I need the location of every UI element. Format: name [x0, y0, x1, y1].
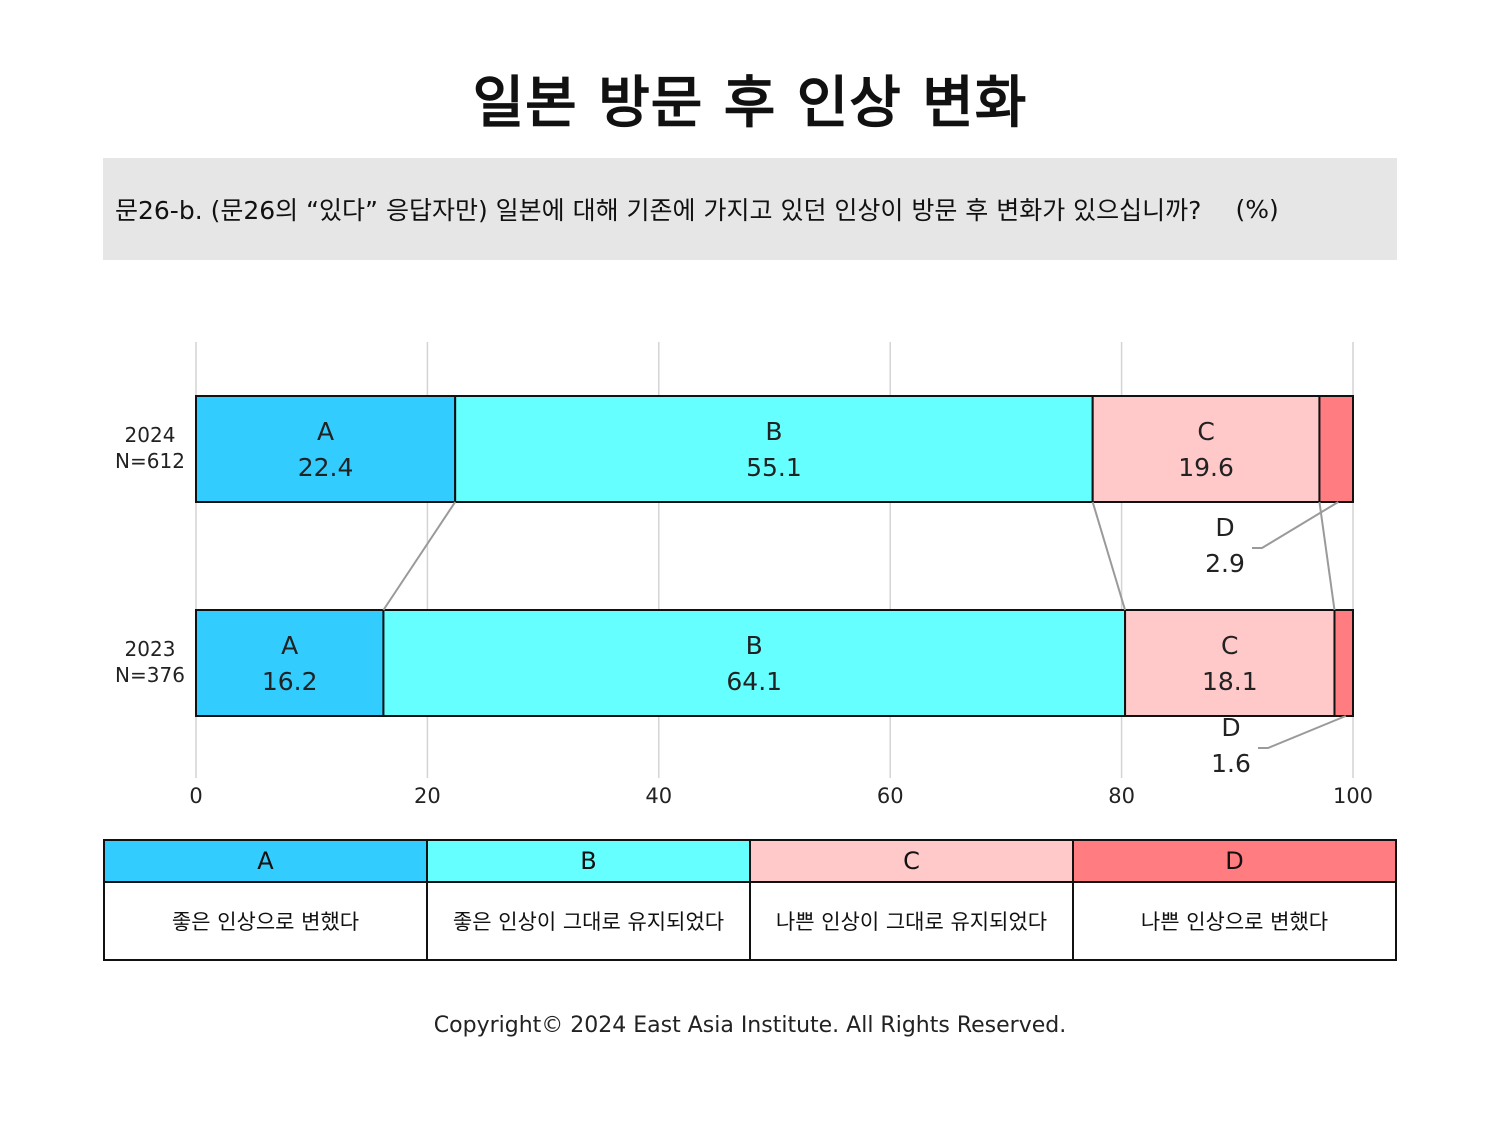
- legend-table: A B C D 좋은 인상으로 변했다 좋은 인상이 그대로 유지되었다 나쁜 …: [103, 839, 1397, 961]
- segment-letter-label: D: [1215, 513, 1234, 542]
- legend-desc-a: 좋은 인상으로 변했다: [103, 881, 428, 961]
- data-label: 18.1: [1202, 667, 1258, 696]
- data-label: 22.4: [298, 453, 354, 482]
- segment-letter-label: B: [746, 631, 763, 660]
- bar-segment: [1091, 395, 1321, 503]
- segment-letter-label: A: [281, 631, 298, 660]
- bar-segment: [382, 609, 1127, 717]
- x-tick-label: 40: [645, 784, 672, 808]
- callout-line: [1258, 715, 1347, 749]
- bar-segment: [1333, 609, 1355, 717]
- x-tick-label: 100: [1333, 784, 1373, 808]
- bar-segment: [195, 609, 385, 717]
- legend-desc-b: 좋은 인상이 그대로 유지되었다: [426, 881, 751, 961]
- data-label: 16.2: [262, 667, 318, 696]
- legend-header-d: D: [1072, 839, 1397, 883]
- category-label: 2024: [125, 423, 176, 447]
- page-title: 일본 방문 후 인상 변화: [472, 71, 1028, 136]
- legend-header-b: B: [426, 839, 751, 883]
- callout-line: [1252, 501, 1339, 549]
- x-tick-label: 60: [877, 784, 904, 808]
- bar-segment: [1124, 609, 1336, 717]
- legend-desc-c: 나쁜 인상이 그대로 유지되었다: [749, 881, 1074, 961]
- connector-line: [1318, 501, 1336, 611]
- connector-line: [382, 501, 457, 611]
- data-label: 64.1: [726, 667, 782, 696]
- data-label: 2.9: [1205, 549, 1245, 578]
- connector-line: [1091, 501, 1127, 611]
- data-label: 55.1: [746, 453, 802, 482]
- x-tick-label: 0: [189, 784, 202, 808]
- data-label: 19.6: [1178, 453, 1234, 482]
- legend-header-a: A: [103, 839, 428, 883]
- copyright-footer: Copyright© 2024 East Asia Institute. All…: [433, 1013, 1067, 1038]
- category-label: 2023: [125, 637, 176, 661]
- segment-letter-label: C: [1221, 631, 1238, 660]
- category-sublabel: N=376: [115, 663, 185, 687]
- bar-segment: [454, 395, 1094, 503]
- question-box: 문26-b. (문26의 “있다” 응답자만) 일본에 대해 기존에 가지고 있…: [103, 158, 1397, 260]
- legend-desc-d: 나쁜 인상으로 변했다: [1072, 881, 1397, 961]
- x-tick-label: 20: [414, 784, 441, 808]
- category-sublabel: N=612: [115, 449, 185, 473]
- question-text: 문26-b. (문26의 “있다” 응답자만) 일본에 대해 기존에 가지고 있…: [115, 196, 1202, 225]
- segment-letter-label: A: [317, 417, 334, 446]
- segment-letter-label: B: [765, 417, 782, 446]
- bar-segment: [195, 395, 457, 503]
- unit-label: (%): [1235, 194, 1279, 224]
- legend-header-c: C: [749, 839, 1074, 883]
- segment-letter-label: C: [1197, 417, 1214, 446]
- bar-segment: [1318, 395, 1355, 503]
- segment-letter-label: D: [1221, 713, 1240, 742]
- x-tick-label: 80: [1108, 784, 1135, 808]
- data-label: 1.6: [1211, 749, 1251, 778]
